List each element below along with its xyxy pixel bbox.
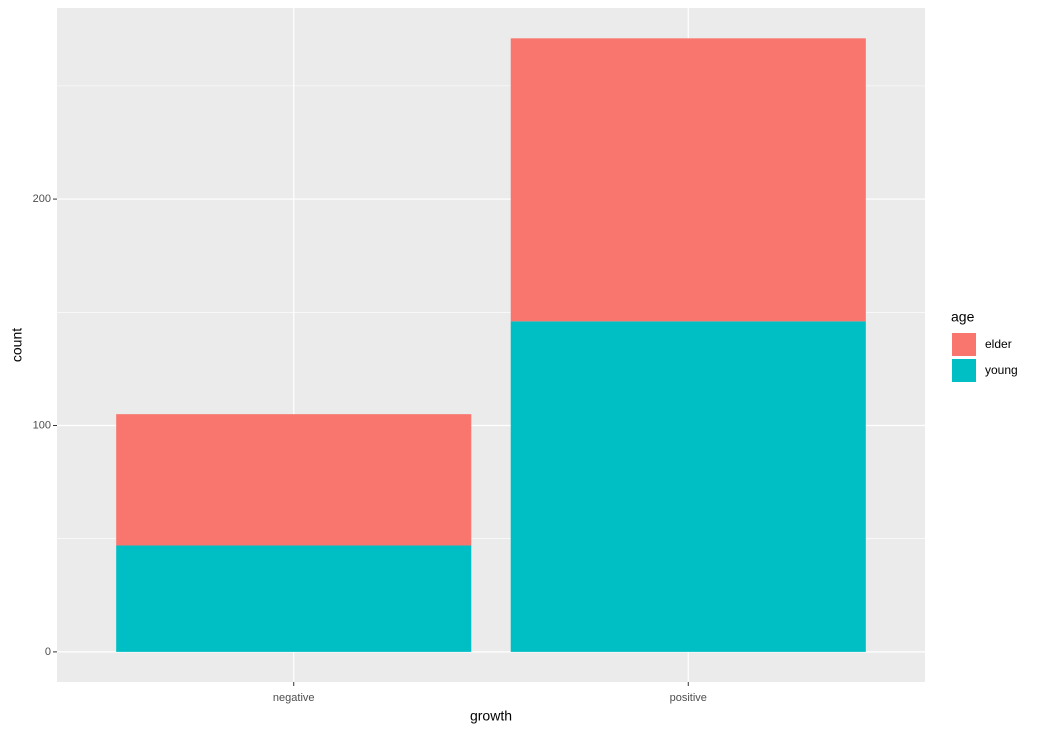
legend-key: [952, 333, 976, 356]
bar-segment: [510, 38, 866, 322]
x-axis-title: growth: [470, 708, 512, 724]
x-tick-label: negative: [273, 692, 315, 704]
y-tick-label: 200: [33, 193, 51, 205]
y-axis-title: count: [9, 328, 25, 362]
bar-segment: [116, 545, 472, 652]
bar-segment: [510, 321, 866, 652]
x-tick-label: positive: [670, 692, 707, 704]
legend-label: elder: [985, 337, 1012, 351]
legend-key: [952, 359, 976, 382]
bar-segment: [116, 414, 472, 546]
y-tick-label: 0: [45, 646, 51, 658]
legend-title: age: [951, 309, 975, 325]
y-tick-label: 100: [33, 419, 51, 431]
legend-label: young: [985, 363, 1018, 377]
